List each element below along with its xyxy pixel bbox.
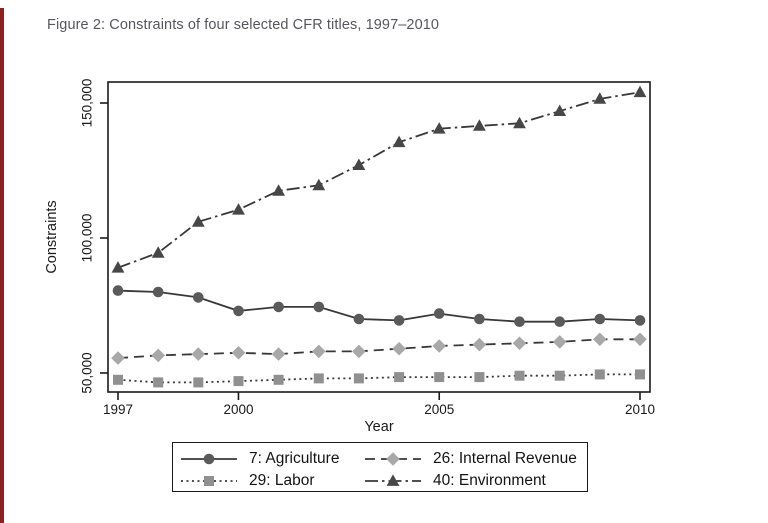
triangle-marker xyxy=(513,116,526,129)
diamond-marker xyxy=(472,337,487,352)
triangle-marker xyxy=(191,215,205,227)
legend-label: 29: Labor xyxy=(249,472,315,489)
triangle-marker xyxy=(272,184,285,196)
square-marker xyxy=(153,377,164,388)
square-marker xyxy=(434,372,445,383)
square-marker xyxy=(474,372,485,383)
square-marker xyxy=(594,369,605,380)
legend-label: 7: Agriculture xyxy=(249,450,340,467)
square-marker xyxy=(514,370,525,381)
legend-label-wrap: 26: Internal Revenue xyxy=(433,449,577,469)
legend-sample-triangle xyxy=(365,474,421,486)
x-tick-label: 1997 xyxy=(103,402,133,417)
square-marker xyxy=(313,373,324,384)
diamond-marker xyxy=(151,348,165,363)
square-marker xyxy=(394,372,405,383)
circle-marker xyxy=(474,313,485,325)
square-marker xyxy=(554,370,565,381)
diamond-marker xyxy=(633,332,647,347)
diamond-marker xyxy=(552,335,567,349)
diamond-marker xyxy=(312,344,326,359)
y-tick-label: 100,000 xyxy=(80,214,95,263)
diamond-marker xyxy=(231,346,246,360)
square-marker xyxy=(113,374,123,385)
circle-marker xyxy=(112,285,124,296)
series-line-26-internal-revenue xyxy=(117,338,640,359)
triangle-marker xyxy=(553,104,567,116)
triangle-marker xyxy=(312,178,326,191)
triangle-marker xyxy=(111,261,125,273)
page-edge-marker xyxy=(0,8,4,523)
series-line-40-environment xyxy=(117,91,641,269)
legend-label-wrap: 7: Agriculture xyxy=(249,449,339,469)
triangle-marker xyxy=(432,122,446,134)
square-marker xyxy=(233,376,244,387)
diamond-marker xyxy=(386,452,400,466)
triangle-marker xyxy=(232,203,245,215)
legend-label-wrap: 29: Labor xyxy=(249,471,315,491)
diamond-marker xyxy=(191,347,206,361)
legend-item-40-environment xyxy=(363,471,423,491)
y-tick-label: 50,000 xyxy=(80,352,95,393)
circle-marker xyxy=(273,301,284,313)
circle-marker xyxy=(433,308,445,319)
diamond-marker xyxy=(512,336,527,351)
circle-marker xyxy=(152,286,164,298)
triangle-marker xyxy=(151,246,165,258)
circle-marker xyxy=(233,305,244,317)
x-tick-label: 2000 xyxy=(223,402,253,417)
triangle-marker xyxy=(352,158,366,170)
figure-title: Figure 2: Constraints of four selected C… xyxy=(47,17,440,33)
circle-marker xyxy=(313,301,325,313)
legend-label-wrap: 40: Environment xyxy=(433,471,546,491)
legend-item-29-labor xyxy=(179,471,239,491)
y-tick-label: 150,000 xyxy=(80,79,95,128)
series-line-29-labor xyxy=(117,373,640,384)
diamond-marker xyxy=(432,339,446,353)
legend-item-7-agriculture xyxy=(179,449,239,469)
x-axis-label: Year xyxy=(364,419,393,435)
legend-item-26-internal-revenue xyxy=(363,449,423,469)
legend-sample-square xyxy=(181,476,237,486)
triangle-marker xyxy=(392,135,406,148)
circle-marker xyxy=(353,313,365,325)
legend-sample-diamond xyxy=(365,452,421,466)
square-marker xyxy=(204,476,214,486)
legend-label: 40: Environment xyxy=(433,472,546,489)
circle-marker xyxy=(393,315,405,326)
circle-marker xyxy=(203,453,215,465)
diamond-marker xyxy=(392,341,406,356)
triangle-marker xyxy=(386,474,400,486)
circle-marker xyxy=(554,316,565,328)
legend-sample-circle xyxy=(181,453,237,465)
square-marker xyxy=(273,374,284,385)
square-marker xyxy=(635,369,645,380)
diamond-marker xyxy=(593,332,607,347)
y-axis-label: Constraints xyxy=(44,200,60,273)
diamond-marker xyxy=(352,344,366,359)
circle-marker xyxy=(634,315,646,326)
circle-marker xyxy=(193,292,204,303)
diamond-marker xyxy=(271,347,286,361)
triangle-marker xyxy=(633,85,647,98)
chart-legend: 7: Agriculture 26: Internal Revenue 29: La… xyxy=(172,442,588,492)
circle-marker xyxy=(594,313,606,325)
x-tick-label: 2010 xyxy=(625,402,655,417)
triangle-marker xyxy=(473,119,486,131)
legend-label: 26: Internal Revenue xyxy=(433,450,577,467)
square-marker xyxy=(193,377,204,388)
circle-marker xyxy=(514,316,525,328)
x-tick-label: 2005 xyxy=(424,402,454,417)
plot-frame xyxy=(107,81,651,393)
diamond-marker xyxy=(111,351,125,365)
square-marker xyxy=(353,373,364,384)
series-line-7-agriculture xyxy=(117,289,641,323)
triangle-marker xyxy=(593,92,607,104)
